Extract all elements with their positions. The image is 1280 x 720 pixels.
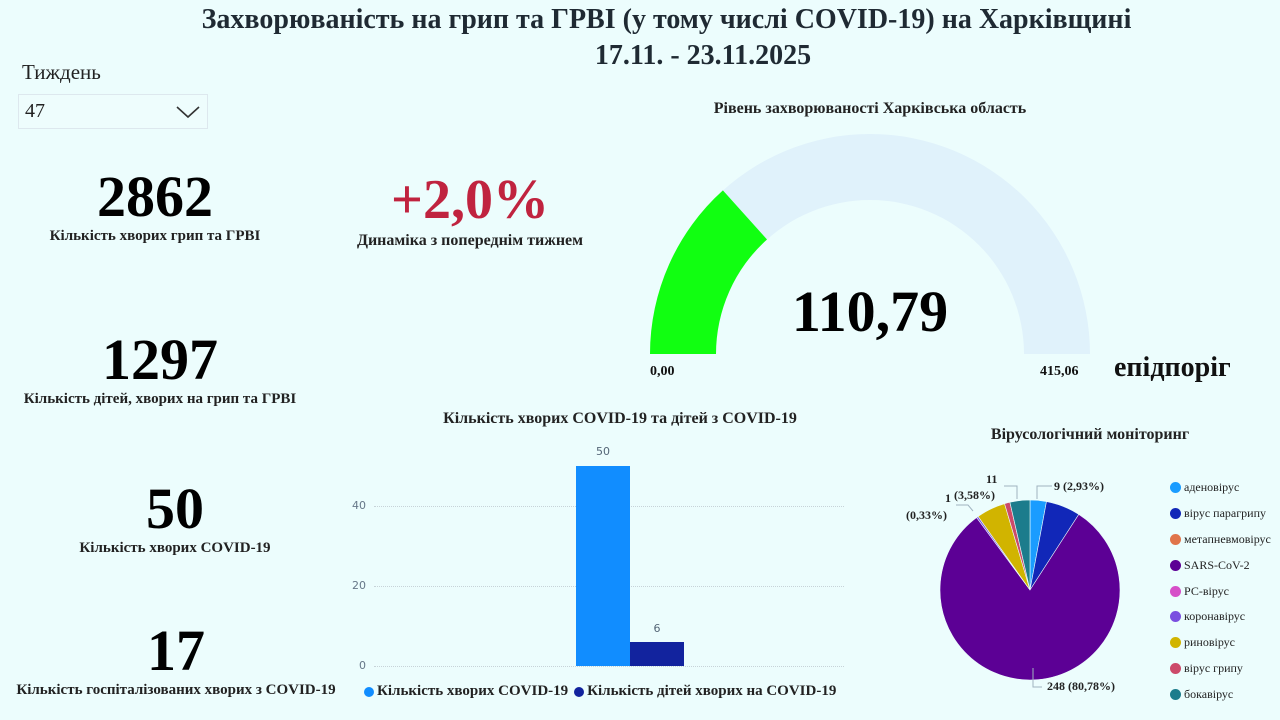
legend-dot-icon (1170, 662, 1181, 674)
epidemic-threshold-label: епідпоріг (1114, 352, 1231, 383)
kpi-value: 50 (146, 476, 204, 541)
pie-label-coronavirus-pct: (0,33%) (906, 508, 947, 522)
kpi-value: 17 (147, 618, 205, 683)
kpi-label: Кількість госпіталізованих хворих з COVI… (16, 682, 336, 698)
kpi-label: Динаміка з попереднім тижнем (356, 232, 584, 249)
pie-label-bocavirus-pct: (3,58%) (954, 488, 995, 502)
kpi-label: Кількість дітей, хворих на грип та ГРВІ (23, 391, 297, 407)
week-dropdown[interactable]: 47 (18, 94, 208, 129)
bar-chart-title: Кількість хворих COVID-19 та дітей з COV… (443, 410, 797, 427)
kpi-covid-total: 50 Кількість хворих COVID-19 (0, 480, 350, 557)
page-title: Захворюваність на грип та ГРВІ (у тому ч… (201, 4, 1132, 35)
chevron-down-icon (176, 105, 200, 118)
gridline (374, 666, 844, 667)
legend-dot-icon (1170, 688, 1181, 700)
bar-chart: 40 20 0 50 6 (340, 440, 900, 680)
legend-dot-icon (1170, 533, 1181, 545)
pie-label-adenovirus: 9 (2,93%) (1054, 479, 1104, 493)
legend-dot-icon (1170, 611, 1181, 623)
bar-legend: Кількість хворих COVID-19 Кількість діте… (364, 683, 836, 700)
gauge-track (650, 134, 1090, 354)
legend-item-adenovirus[interactable]: аденовірус (1170, 475, 1271, 501)
pie-label-bocavirus-count: 11 (986, 472, 998, 486)
legend-item-sars-cov-2[interactable]: SARS-CoV-2 (1170, 552, 1271, 578)
gauge-title: Рівень захворюваності Харківська область (713, 100, 1027, 117)
pie-chart (939, 499, 1121, 681)
kpi-children-flu: 1297 Кількість дітей, хворих на грип та … (0, 331, 320, 408)
week-selected-value: 47 (25, 100, 45, 122)
pie-slice[interactable] (1009, 499, 1031, 591)
pie-chart-title: Вірусологічний моніторинг (990, 426, 1190, 443)
kpi-label: Кількість хворих COVID-19 (79, 540, 271, 556)
y-tick: 20 (352, 579, 366, 592)
gauge-fill (650, 190, 767, 354)
legend-dot-icon (364, 686, 374, 697)
pie-label-coronavirus-count: 1 (945, 491, 951, 505)
gauge-chart (650, 134, 1090, 354)
week-filter-label: Тиждень (22, 60, 101, 84)
legend-dot-icon (1170, 585, 1181, 597)
legend-item-influenza[interactable]: вірус грипу (1170, 656, 1271, 682)
legend-dot-icon (574, 686, 585, 697)
bar-covid-total[interactable] (576, 466, 630, 666)
pie-label-sars-cov-2: 248 (80,78%) (1047, 679, 1115, 693)
legend-item-covid-total[interactable]: Кількість хворих COVID-19 (364, 683, 568, 700)
date-range: 17.11. - 23.11.2025 (594, 40, 812, 71)
legend-dot-icon (1170, 637, 1181, 649)
legend-item-rhinovirus[interactable]: риновірус (1170, 630, 1271, 656)
kpi-value: 1297 (102, 327, 218, 392)
gauge-max-label: 415,06 (1040, 364, 1079, 379)
legend-item-metapneumovirus[interactable]: метапневмовірус (1170, 527, 1271, 553)
y-tick: 40 (352, 499, 366, 512)
pie-leader-lines (956, 485, 1052, 688)
legend-item-covid-children[interactable]: Кількість дітей хворих на COVID-19 (574, 683, 836, 700)
legend-item-bocavirus[interactable]: бокавірус (1170, 681, 1271, 707)
bar-covid-children[interactable] (630, 642, 684, 666)
kpi-covid-hospitalized: 17 Кількість госпіталізованих хворих з C… (0, 622, 352, 699)
kpi-label: Кількість хворих грип та ГРВІ (49, 228, 261, 244)
legend-dot-icon (1170, 482, 1181, 494)
bar-data-label: 50 (596, 445, 610, 458)
kpi-value: +2,0% (391, 169, 549, 231)
pie-legend: аденовірус вірус парагрипу метапневмовір… (1170, 475, 1271, 707)
bar-data-label: 6 (653, 622, 661, 635)
legend-item-parainfluenza[interactable]: вірус парагрипу (1170, 501, 1271, 527)
kpi-dynamics: +2,0% Динаміка з попереднім тижнем (320, 172, 620, 250)
kpi-flu-total: 2862 Кількість хворих грип та ГРВІ (0, 168, 310, 245)
gauge-min-label: 0,00 (650, 364, 675, 379)
legend-dot-icon (1170, 559, 1181, 571)
legend-item-rs-virus[interactable]: РС-вірус (1170, 578, 1271, 604)
legend-dot-icon (1170, 508, 1181, 520)
legend-item-coronavirus[interactable]: коронавірус (1170, 604, 1271, 630)
gauge-value: 110,79 (791, 279, 949, 344)
kpi-value: 2862 (97, 164, 213, 229)
y-tick: 0 (359, 659, 366, 672)
